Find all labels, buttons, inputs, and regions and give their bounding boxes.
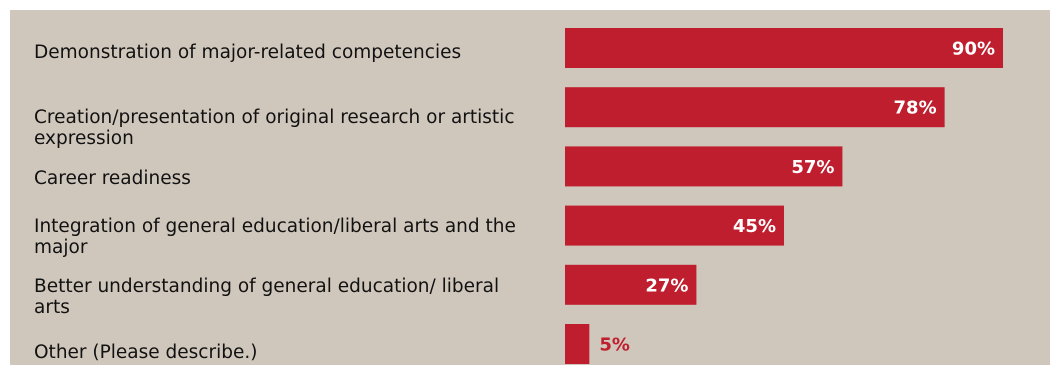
value-labels-layer: 90% 78% 57% 45% 27% 5% [599,39,995,356]
value-label-2: 78% [894,98,937,119]
bar-1 [565,28,1004,68]
category-label-5: Better understanding of general educatio… [34,276,500,318]
category-label-1: Demonstration of major-related competenc… [34,41,462,63]
bar-5 [565,264,697,305]
value-label-3: 57% [791,157,834,178]
bar-3 [565,146,843,187]
value-label-4: 45% [733,216,776,237]
bar-chart: 90% 78% 57% 45% 27% 5% [10,10,1050,365]
bar-4 [565,205,785,246]
value-label-5: 27% [645,275,688,296]
category-label-2: Creation/presentation of original resear… [34,107,515,149]
category-label-4: Integration of general education/liberal… [34,216,516,258]
bar-6 [565,324,590,364]
category-label-3: Career readiness [34,167,191,189]
category-label-6: Other (Please describe.) [34,341,258,363]
bar-2 [565,87,945,128]
chart-background [10,10,1050,365]
chart-panel: 90% 78% 57% 45% 27% 5% Demonstration of major… [10,10,1050,365]
value-label-1: 90% [952,39,995,60]
bars-layer [565,28,1004,364]
value-label-6: 5% [599,335,630,356]
